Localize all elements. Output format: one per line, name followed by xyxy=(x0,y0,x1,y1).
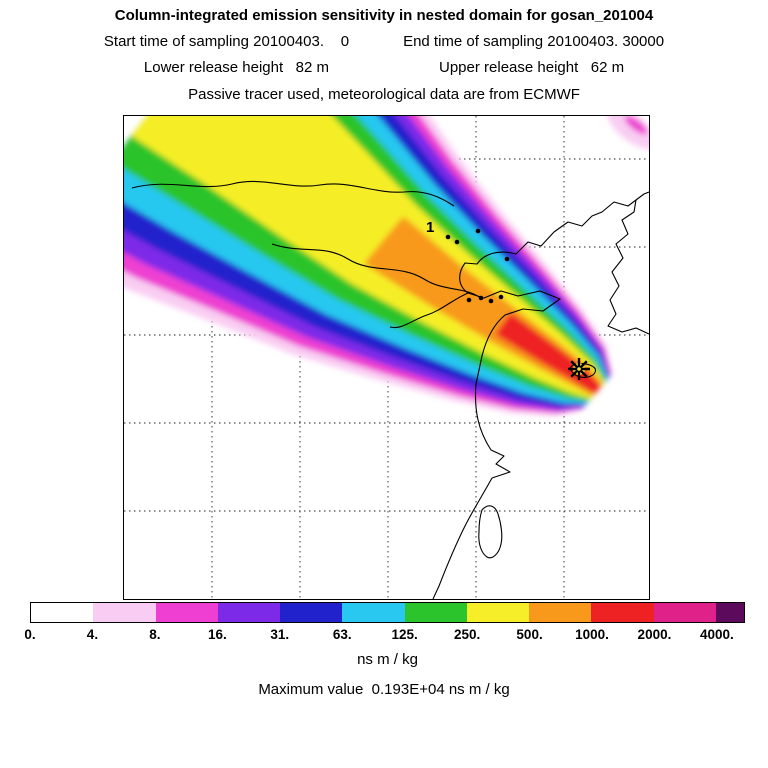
map-panel: 1 xyxy=(123,115,650,600)
colorbar-segment xyxy=(280,603,343,622)
colorbar xyxy=(30,602,745,623)
region-label: 1 xyxy=(426,219,434,236)
lower-release-label: Lower release height 82 m xyxy=(143,59,329,76)
colorbar-segment xyxy=(155,603,218,622)
colorbar-tick-label: 8. xyxy=(149,627,161,642)
emission-plume xyxy=(124,116,649,416)
colorbar-segment xyxy=(715,603,744,622)
plume-wisp xyxy=(607,116,649,150)
colorbar-tick-label: 0. xyxy=(24,627,36,642)
colorbar-tick-labels: 0. 4. 8. 16. 31. 63. 125. 250. 500. 1000. 2000. 400… xyxy=(24,627,745,643)
colorbar-tick-label: 2000. xyxy=(637,627,672,642)
city-dot xyxy=(454,239,460,245)
plume-band-1000-2000 xyxy=(496,313,601,394)
tracer-note-label: Passive tracer used, meteorological data… xyxy=(188,86,580,103)
colorbar-segment xyxy=(653,603,716,622)
colorbar-segment xyxy=(404,603,467,622)
tracer-note-row: Passive tracer used, meteorological data… xyxy=(0,86,768,103)
city-dot xyxy=(504,256,510,262)
start-time-label: Start time of sampling 20100403. 0 xyxy=(103,33,350,50)
receptor-star-icon xyxy=(568,358,590,380)
colorbar-segment xyxy=(529,603,592,622)
colorbar-tick-label: 63. xyxy=(332,627,352,642)
city-dot xyxy=(488,298,494,304)
city-dot xyxy=(498,294,504,300)
coastlines xyxy=(131,180,649,599)
city-dot xyxy=(445,234,451,240)
colorbar-segment xyxy=(217,603,281,622)
colorbar-segment xyxy=(342,603,405,622)
colorbar-segment xyxy=(466,603,530,622)
max-value-label: Maximum value 0.193E+04 ns m / kg xyxy=(258,681,510,698)
colorbar-tick-label: 31. xyxy=(270,627,290,642)
colorbar-tick-label: 500. xyxy=(516,627,543,642)
colorbar-segment xyxy=(93,603,156,622)
city-dot xyxy=(478,295,484,301)
colorbar-tick-label: 16. xyxy=(207,627,227,642)
colorbar-units-label: ns m / kg xyxy=(357,651,418,668)
upper-release-label: Upper release height 62 m xyxy=(439,59,625,76)
colorbar-segment xyxy=(591,603,654,622)
colorbar-tick-label: 250. xyxy=(453,627,481,642)
colorbar-tick-label: 4000. xyxy=(699,627,734,642)
city-dot xyxy=(466,297,472,303)
sampling-times-row: Start time of sampling 20100403. 0 End t… xyxy=(0,33,768,50)
release-heights-row: Lower release height 82 m Upper release … xyxy=(0,59,768,76)
colorbar-tick-label: 125. xyxy=(391,627,418,642)
end-time-label: End time of sampling 20100403. 30000 xyxy=(403,33,665,50)
colorbar-tick-label: 4. xyxy=(86,627,99,642)
plume-wisp xyxy=(624,116,648,135)
figure-title: Column-integrated emission sensitivity i… xyxy=(114,7,654,24)
city-dots xyxy=(445,228,510,304)
map-canvas: 1 xyxy=(124,116,649,599)
colorbar-tick-label: 1000. xyxy=(575,627,609,642)
city-dot xyxy=(475,228,481,234)
colorbar-segment xyxy=(31,603,94,622)
